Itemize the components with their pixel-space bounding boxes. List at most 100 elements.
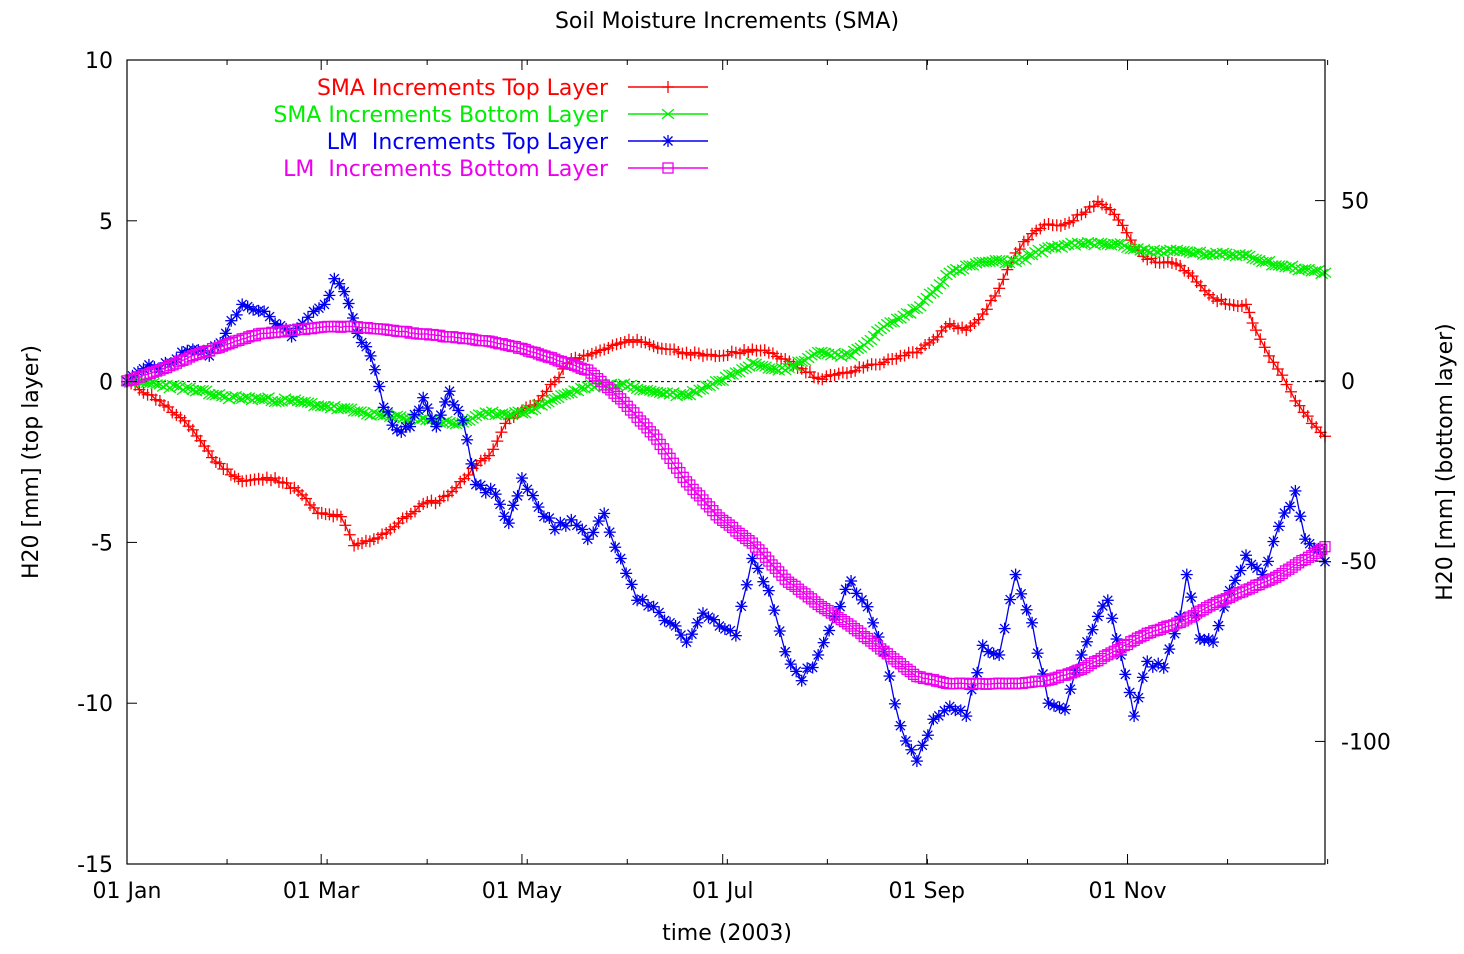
data-point bbox=[1272, 520, 1285, 533]
series-1 bbox=[121, 195, 1331, 552]
data-point bbox=[318, 298, 331, 311]
y-tick-label: -10 bbox=[77, 692, 113, 717]
data-point bbox=[1276, 369, 1289, 382]
data-point bbox=[1315, 268, 1329, 280]
y2-tick-label: 0 bbox=[1341, 370, 1355, 395]
data-point bbox=[592, 515, 605, 528]
data-point bbox=[404, 420, 417, 433]
data-point bbox=[354, 406, 368, 417]
y-tick-label: 0 bbox=[99, 371, 113, 396]
data-point bbox=[456, 414, 469, 427]
data-point bbox=[653, 606, 666, 619]
data-point bbox=[461, 433, 474, 446]
data-point bbox=[339, 519, 352, 532]
data-point bbox=[867, 330, 881, 342]
data-point bbox=[916, 739, 929, 752]
data-point bbox=[1181, 613, 1193, 625]
data-point bbox=[661, 108, 675, 120]
data-point bbox=[196, 384, 210, 396]
data-point bbox=[216, 391, 229, 402]
data-point bbox=[591, 373, 604, 385]
data-point bbox=[806, 661, 819, 674]
data-point bbox=[1001, 263, 1014, 276]
data-point bbox=[1316, 543, 1328, 555]
data-point bbox=[511, 489, 524, 502]
data-point bbox=[338, 285, 351, 298]
data-point bbox=[1101, 594, 1114, 607]
legend-entry: LM Increments Bottom Layer bbox=[283, 157, 708, 182]
data-point bbox=[1075, 663, 1088, 675]
data-point bbox=[1079, 662, 1091, 674]
data-point bbox=[443, 385, 456, 398]
data-point bbox=[729, 367, 743, 378]
data-point bbox=[746, 537, 758, 549]
data-point bbox=[620, 567, 633, 580]
data-point bbox=[502, 517, 515, 530]
data-point bbox=[818, 347, 832, 359]
data-point bbox=[587, 526, 600, 539]
data-point bbox=[1302, 551, 1315, 563]
data-point bbox=[368, 363, 381, 376]
data-point bbox=[421, 402, 434, 415]
data-point bbox=[634, 415, 647, 427]
data-point bbox=[755, 360, 769, 372]
data-point bbox=[697, 494, 709, 506]
data-point bbox=[812, 598, 824, 611]
data-point bbox=[1256, 568, 1269, 581]
data-point bbox=[795, 674, 808, 687]
data-point bbox=[736, 364, 749, 375]
data-point bbox=[1299, 553, 1311, 566]
data-point bbox=[762, 584, 775, 597]
data-point bbox=[1234, 564, 1247, 577]
data-point bbox=[1086, 623, 1099, 636]
data-point bbox=[1163, 643, 1176, 656]
data-point bbox=[921, 729, 934, 742]
data-point bbox=[785, 360, 799, 371]
data-point bbox=[913, 300, 927, 312]
data-point bbox=[662, 81, 674, 93]
data-point bbox=[976, 639, 989, 652]
data-point bbox=[1190, 246, 1204, 258]
data-point bbox=[729, 629, 742, 642]
data-point bbox=[779, 645, 792, 658]
data-point bbox=[1216, 247, 1230, 259]
data-point bbox=[465, 457, 478, 470]
data-point bbox=[625, 578, 638, 591]
data-point bbox=[773, 566, 785, 578]
data-point bbox=[1015, 587, 1028, 600]
data-point bbox=[1146, 660, 1159, 673]
data-point bbox=[1240, 549, 1253, 562]
data-point bbox=[618, 396, 630, 409]
data-point bbox=[1267, 356, 1280, 369]
data-point bbox=[1261, 555, 1274, 568]
data-point bbox=[581, 533, 594, 546]
data-point bbox=[515, 472, 528, 485]
data-point bbox=[288, 394, 302, 405]
data-point bbox=[548, 523, 561, 536]
y-axis-label: H20 [mm] (top layer) bbox=[19, 345, 44, 579]
data-point bbox=[1026, 616, 1039, 629]
data-point bbox=[417, 391, 430, 404]
data-point bbox=[1249, 324, 1262, 337]
data-point bbox=[960, 710, 973, 723]
data-point bbox=[382, 405, 395, 418]
data-point bbox=[1116, 219, 1129, 232]
data-point bbox=[845, 574, 858, 587]
data-point bbox=[910, 755, 923, 768]
data-point bbox=[1123, 686, 1136, 699]
data-point bbox=[753, 544, 765, 556]
data-point bbox=[397, 413, 410, 424]
data-point bbox=[343, 528, 356, 541]
data-point bbox=[883, 670, 896, 683]
data-point bbox=[756, 547, 768, 560]
data-point bbox=[1294, 510, 1307, 523]
data-point bbox=[805, 350, 818, 361]
data-point bbox=[603, 526, 616, 539]
data-point bbox=[186, 384, 200, 396]
data-point bbox=[1128, 710, 1141, 723]
data-point bbox=[1080, 635, 1093, 648]
data-point bbox=[638, 418, 650, 430]
data-point bbox=[1243, 306, 1256, 319]
data-point bbox=[1021, 233, 1034, 246]
data-point bbox=[745, 357, 759, 369]
